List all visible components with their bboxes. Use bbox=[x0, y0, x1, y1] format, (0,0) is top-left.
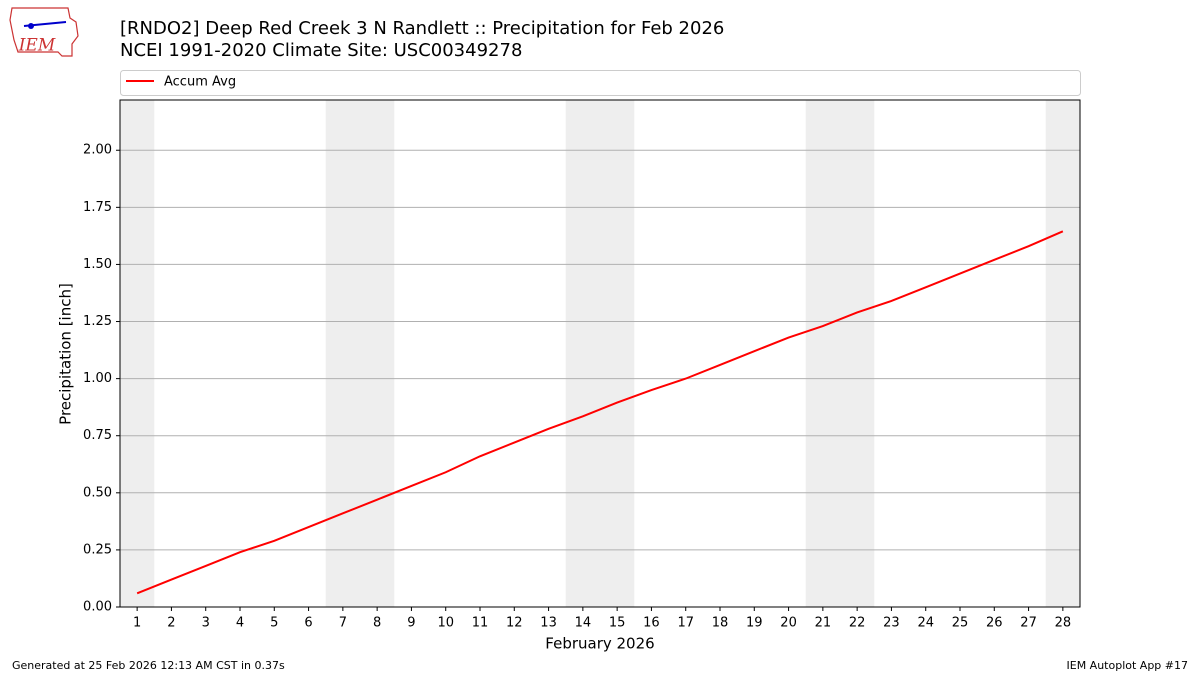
y-axis-label: Precipitation [inch] bbox=[57, 283, 75, 425]
chart-title: [RNDO2] Deep Red Creek 3 N Randlett :: P… bbox=[120, 18, 724, 39]
x-tick-label: 21 bbox=[815, 616, 832, 631]
x-tick-label: 18 bbox=[712, 616, 729, 631]
x-tick-label: 27 bbox=[1020, 616, 1037, 631]
line bbox=[136, 230, 1064, 595]
weekend-shade bbox=[120, 100, 155, 607]
weekend-shade bbox=[805, 100, 840, 607]
y-tick-label: 0.25 bbox=[83, 542, 112, 557]
x-tick-label: 4 bbox=[236, 616, 244, 631]
y-tick-label: 2.00 bbox=[83, 143, 112, 158]
weekend-shade bbox=[600, 100, 635, 607]
x-tick-label: 12 bbox=[506, 616, 523, 631]
logo-outline bbox=[9, 7, 79, 57]
weekend-shade bbox=[565, 100, 600, 607]
x-tick-label: 26 bbox=[986, 616, 1003, 631]
legend-label: Accum Avg bbox=[164, 75, 236, 90]
x-tick-label: 22 bbox=[849, 616, 866, 631]
chart-subtitle: NCEI 1991-2020 Climate Site: USC00349278 bbox=[120, 40, 522, 61]
x-tick-label: 20 bbox=[780, 616, 797, 631]
x-tick-label: 11 bbox=[472, 616, 489, 631]
logo: IEM bbox=[9, 7, 79, 57]
x-tick-label: 15 bbox=[609, 616, 626, 631]
x-tick-label: 8 bbox=[373, 616, 381, 631]
x-tick-label: 13 bbox=[540, 616, 557, 631]
y-tick-label: 1.00 bbox=[83, 371, 112, 386]
weekend-shade bbox=[1045, 100, 1080, 607]
y-tick-label: 0.75 bbox=[83, 428, 112, 443]
x-tick-label: 24 bbox=[917, 616, 934, 631]
footer-left: Generated at 25 Feb 2026 12:13 AM CST in… bbox=[12, 659, 285, 672]
legend-box bbox=[120, 70, 1081, 96]
y-tick-label: 0.50 bbox=[83, 485, 112, 500]
y-tick-label: 1.50 bbox=[83, 257, 112, 272]
footer-right: IEM Autoplot App #17 bbox=[1067, 659, 1189, 672]
x-tick-label: 19 bbox=[746, 616, 763, 631]
x-tick-label: 9 bbox=[407, 616, 415, 631]
plot-frame bbox=[119, 99, 1081, 608]
y-tick-label: 1.75 bbox=[83, 200, 112, 215]
x-tick-label: 5 bbox=[270, 616, 278, 631]
y-tick-label: 0.00 bbox=[83, 600, 112, 615]
x-tick-label: 10 bbox=[437, 616, 454, 631]
x-tick-label: 3 bbox=[202, 616, 210, 631]
y-tick-label: 1.25 bbox=[83, 314, 112, 329]
x-tick-label: 23 bbox=[883, 616, 900, 631]
logo-text: IEM bbox=[18, 36, 56, 56]
logo-icon bbox=[28, 23, 34, 29]
weekend-shade bbox=[840, 100, 875, 607]
x-axis-label: February 2026 bbox=[545, 635, 654, 653]
x-tick-label: 28 bbox=[1055, 616, 1072, 631]
x-tick-label: 1 bbox=[133, 616, 141, 631]
x-tick-label: 17 bbox=[677, 616, 694, 631]
x-tick-label: 6 bbox=[304, 616, 312, 631]
weekend-shade bbox=[360, 100, 395, 607]
x-tick-label: 14 bbox=[575, 616, 592, 631]
x-tick-label: 16 bbox=[643, 616, 660, 631]
x-tick-label: 7 bbox=[339, 616, 347, 631]
x-tick-label: 2 bbox=[167, 616, 175, 631]
x-tick-label: 25 bbox=[952, 616, 969, 631]
weekend-shade bbox=[325, 100, 360, 607]
